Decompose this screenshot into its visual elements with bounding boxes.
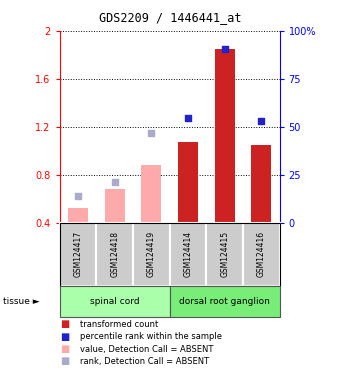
Text: ■: ■	[60, 344, 70, 354]
Text: GSM124418: GSM124418	[110, 232, 119, 277]
Text: rank, Detection Call = ABSENT: rank, Detection Call = ABSENT	[80, 357, 209, 366]
Text: percentile rank within the sample: percentile rank within the sample	[80, 332, 222, 341]
Bar	[243, 223, 280, 286]
Text: GDS2209 / 1446441_at: GDS2209 / 1446441_at	[99, 12, 242, 25]
Text: ■: ■	[60, 319, 70, 329]
Bar	[96, 223, 133, 286]
Text: GSM124416: GSM124416	[257, 231, 266, 278]
Text: dorsal root ganglion: dorsal root ganglion	[179, 297, 270, 306]
Text: transformed count: transformed count	[80, 320, 158, 329]
Point	[149, 130, 154, 136]
Text: GSM124414: GSM124414	[183, 231, 192, 278]
Text: ■: ■	[60, 332, 70, 342]
Bar	[141, 165, 161, 223]
Text: value, Detection Call = ABSENT: value, Detection Call = ABSENT	[80, 344, 213, 354]
Text: GSM124415: GSM124415	[220, 231, 229, 278]
Text: GSM124417: GSM124417	[74, 231, 83, 278]
Bar	[169, 223, 206, 286]
Point	[112, 179, 117, 185]
Bar	[68, 208, 88, 223]
Point	[258, 118, 264, 124]
Text: ■: ■	[60, 356, 70, 366]
Bar	[178, 142, 198, 223]
Point	[185, 115, 191, 121]
Bar	[60, 223, 96, 286]
Bar	[169, 286, 280, 317]
Bar	[251, 145, 271, 223]
Point	[75, 193, 81, 199]
Text: spinal cord: spinal cord	[90, 297, 139, 306]
Bar	[206, 223, 243, 286]
Point	[222, 46, 227, 52]
Bar	[60, 286, 169, 317]
Bar	[133, 223, 170, 286]
Text: tissue ►: tissue ►	[3, 297, 40, 306]
Text: GSM124419: GSM124419	[147, 231, 156, 278]
Bar	[214, 49, 235, 223]
Bar	[105, 189, 125, 223]
